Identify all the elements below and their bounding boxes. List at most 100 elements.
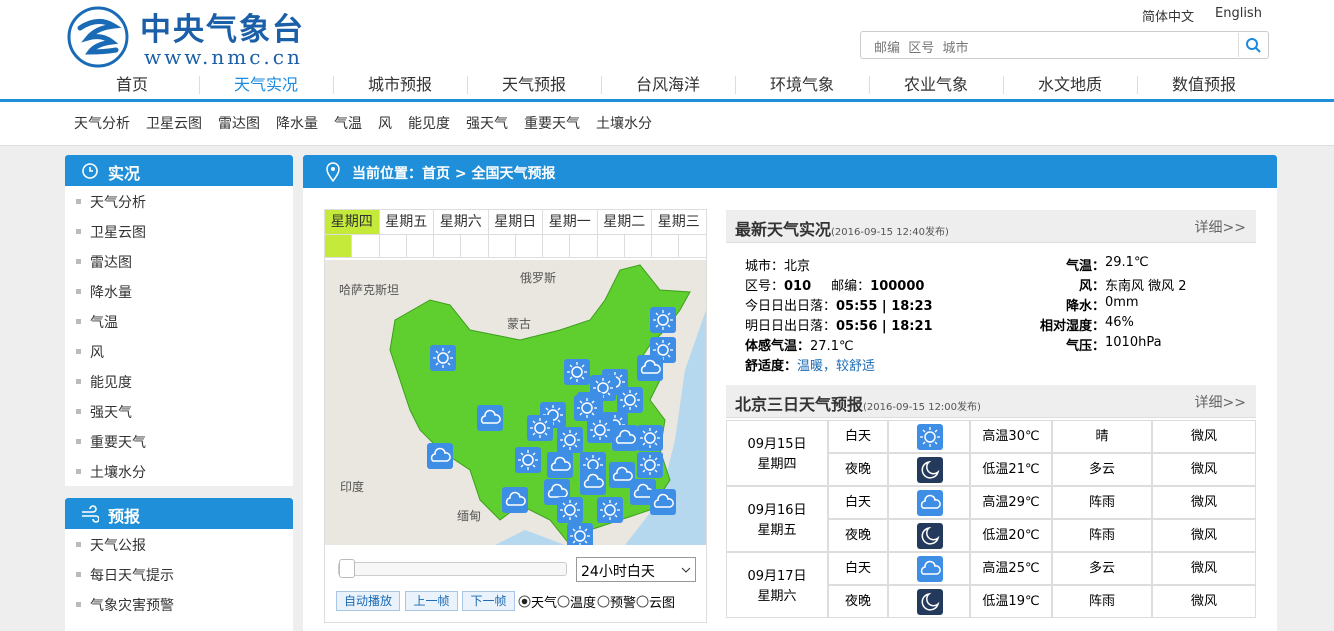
subnav-item[interactable]: 强天气 bbox=[466, 116, 508, 132]
date-cell: 09月17日 星期六 bbox=[726, 552, 828, 618]
sidebar-item[interactable]: 重要天气 bbox=[90, 435, 146, 451]
sidebar-item[interactable]: 土壤水分 bbox=[90, 465, 146, 481]
subnav-item[interactable]: 雷达图 bbox=[218, 116, 260, 132]
more-link[interactable]: 详细>> bbox=[1194, 395, 1246, 411]
subnav-item[interactable]: 降水量 bbox=[276, 116, 318, 132]
radio-label[interactable]: 天气 bbox=[531, 596, 558, 611]
day-tab[interactable]: 星期一 bbox=[543, 210, 598, 235]
map-weather-icon[interactable] bbox=[637, 452, 663, 478]
sun bbox=[924, 431, 936, 443]
sidebar-item[interactable]: 雷达图 bbox=[90, 255, 132, 271]
icon-bg bbox=[917, 490, 943, 516]
map-weather-icon[interactable] bbox=[597, 497, 623, 523]
day-slot[interactable] bbox=[325, 235, 353, 258]
sidebar-item[interactable]: 降水量 bbox=[90, 285, 132, 301]
sidebar-item[interactable]: 气温 bbox=[90, 315, 118, 331]
map-weather-icon[interactable] bbox=[427, 443, 453, 469]
sidebar-item[interactable]: 能见度 bbox=[90, 375, 132, 391]
day-slot[interactable] bbox=[461, 235, 489, 258]
map-weather-icon[interactable] bbox=[637, 425, 663, 451]
sidebar-item[interactable]: 天气公报 bbox=[90, 538, 146, 554]
map-weather-icon[interactable] bbox=[527, 415, 553, 441]
radio-ring bbox=[597, 595, 610, 608]
subnav-item[interactable]: 能见度 bbox=[408, 116, 450, 132]
day-slot[interactable] bbox=[597, 235, 625, 258]
bullet bbox=[76, 349, 81, 354]
day-slot[interactable] bbox=[543, 235, 571, 258]
radio-label[interactable]: 温度 bbox=[570, 596, 597, 611]
day-tab[interactable]: 星期六 bbox=[434, 210, 489, 235]
subnav-item[interactable]: 重要天气 bbox=[524, 116, 580, 132]
subnav-item[interactable]: 气温 bbox=[334, 116, 362, 132]
subnav-item[interactable]: 土壤水分 bbox=[596, 116, 652, 132]
subnav-item[interactable]: 卫星云图 bbox=[146, 116, 202, 132]
day-tab[interactable]: 星期二 bbox=[597, 210, 652, 235]
radio-label[interactable]: 预警 bbox=[610, 596, 637, 611]
radio bbox=[557, 595, 570, 608]
map-weather-icon[interactable] bbox=[650, 307, 676, 333]
map-weather-icon[interactable] bbox=[557, 427, 583, 453]
search-button[interactable] bbox=[1238, 33, 1267, 57]
map-weather-icon[interactable] bbox=[502, 487, 528, 513]
sidebar-item[interactable]: 每日天气提示 bbox=[90, 568, 174, 584]
sidebar-item[interactable]: 气象灾害预警 bbox=[90, 598, 174, 614]
day-tab[interactable]: 星期日 bbox=[488, 210, 543, 235]
map-weather-icon[interactable] bbox=[650, 489, 676, 515]
day-slot[interactable] bbox=[379, 235, 407, 258]
day-tab[interactable]: 星期四 bbox=[325, 210, 380, 235]
forecast-cell: 阵雨 bbox=[1052, 486, 1152, 519]
map-weather-icon[interactable] bbox=[637, 355, 663, 381]
sidebar-item[interactable]: 风 bbox=[90, 345, 104, 361]
nav-item[interactable]: 首页 bbox=[115, 75, 148, 94]
map-weather-icon[interactable] bbox=[477, 405, 503, 431]
day-slot[interactable] bbox=[652, 235, 680, 258]
select[interactable]: 24小时白天 bbox=[576, 557, 696, 582]
nav-item[interactable]: 环境气象 bbox=[769, 75, 834, 94]
day-slot[interactable] bbox=[406, 235, 434, 258]
day-slot[interactable] bbox=[570, 235, 598, 258]
search-box[interactable]: 邮编 区号 城市 bbox=[860, 31, 1269, 59]
slider-track[interactable] bbox=[338, 562, 567, 576]
map-weather-icon[interactable] bbox=[617, 387, 643, 413]
lang-link[interactable]: 简体中文 bbox=[1142, 10, 1195, 25]
day-tab[interactable]: 星期三 bbox=[652, 210, 707, 235]
subnav-item[interactable]: 风 bbox=[378, 116, 392, 132]
map-weather-icon[interactable] bbox=[609, 462, 635, 488]
nav-item[interactable]: 天气预报 bbox=[501, 75, 566, 94]
nav-item[interactable]: 城市预报 bbox=[367, 75, 432, 94]
map-weather-icon[interactable] bbox=[580, 469, 606, 495]
nav-item[interactable]: 台风海洋 bbox=[635, 75, 700, 94]
frame-button[interactable]: 自动播放 bbox=[336, 591, 400, 611]
slider-thumb[interactable] bbox=[339, 559, 355, 578]
day-slot[interactable] bbox=[624, 235, 652, 258]
sidebar-item[interactable]: 天气分析 bbox=[90, 195, 146, 211]
subnav-item[interactable]: 天气分析 bbox=[74, 116, 130, 132]
frame-button[interactable]: 下一帧 bbox=[462, 591, 515, 611]
map-weather-icon[interactable] bbox=[430, 345, 456, 371]
nav-item[interactable]: 农业气象 bbox=[903, 75, 968, 94]
map-weather-icon[interactable] bbox=[567, 523, 593, 545]
map-weather-icon[interactable] bbox=[557, 497, 583, 523]
more-link[interactable]: 详细>> bbox=[1194, 220, 1246, 236]
map-weather-icon[interactable] bbox=[612, 425, 638, 451]
nav-item[interactable]: 数值预报 bbox=[1171, 75, 1236, 94]
sidebar-item[interactable]: 卫星云图 bbox=[90, 225, 146, 241]
lang-link[interactable]: English bbox=[1215, 6, 1262, 21]
frame-button[interactable]: 上一帧 bbox=[405, 591, 458, 611]
map-weather-icon[interactable] bbox=[587, 417, 613, 443]
day-slot[interactable] bbox=[679, 235, 707, 258]
sidebar-item[interactable]: 强天气 bbox=[90, 405, 132, 421]
day-slot[interactable] bbox=[352, 235, 380, 258]
day-tab[interactable]: 星期五 bbox=[379, 210, 434, 235]
day-slot[interactable] bbox=[488, 235, 516, 258]
radio-label[interactable]: 云图 bbox=[649, 596, 676, 611]
map-weather-icon[interactable] bbox=[547, 452, 573, 478]
map-weather-icon[interactable] bbox=[574, 395, 600, 421]
map-weather-icon[interactable] bbox=[515, 447, 541, 473]
nav-item[interactable]: 天气实况 bbox=[233, 75, 298, 94]
day-slot[interactable] bbox=[434, 235, 462, 258]
nav-item[interactable]: 水文地质 bbox=[1037, 75, 1102, 94]
day-slot[interactable] bbox=[515, 235, 543, 258]
map-weather-icon[interactable] bbox=[564, 359, 590, 385]
